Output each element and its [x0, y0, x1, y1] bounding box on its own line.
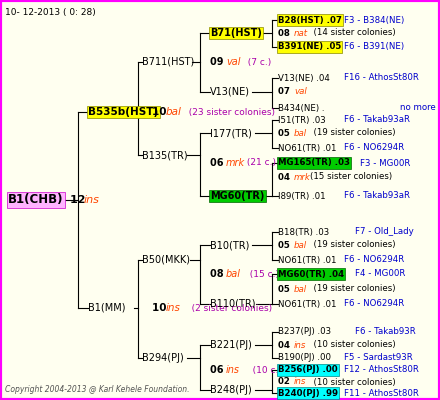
- Text: V13(NE) .04: V13(NE) .04: [278, 74, 330, 82]
- Text: (7 c.): (7 c.): [242, 58, 271, 66]
- Text: ins: ins: [84, 195, 100, 205]
- Text: F6 - B391(NE): F6 - B391(NE): [344, 42, 404, 52]
- Text: B190(PJ) .00: B190(PJ) .00: [278, 354, 331, 362]
- Text: F6 - Takab93aR: F6 - Takab93aR: [344, 116, 410, 124]
- Text: val: val: [294, 88, 307, 96]
- Text: 09: 09: [210, 57, 227, 67]
- Text: NO61(TR) .01: NO61(TR) .01: [278, 144, 337, 152]
- Text: B135(TR): B135(TR): [142, 150, 187, 160]
- Text: F7 - Old_Lady: F7 - Old_Lady: [355, 228, 414, 236]
- Text: F6 - NO6294R: F6 - NO6294R: [344, 144, 404, 152]
- Text: (10 sister colonies): (10 sister colonies): [308, 378, 396, 386]
- Text: B18(TR) .03: B18(TR) .03: [278, 228, 329, 236]
- Text: 06: 06: [210, 158, 227, 168]
- Text: F6 - NO6294R: F6 - NO6294R: [344, 256, 404, 264]
- Text: I89(TR) .01: I89(TR) .01: [278, 192, 326, 200]
- Text: 08: 08: [278, 28, 293, 38]
- Text: bal: bal: [166, 107, 182, 117]
- Text: 10: 10: [152, 303, 170, 313]
- Text: V13(NE): V13(NE): [210, 87, 250, 97]
- Text: Copyright 2004-2013 @ Karl Kehele Foundation.: Copyright 2004-2013 @ Karl Kehele Founda…: [5, 385, 190, 394]
- Text: F6 - Takab93aR: F6 - Takab93aR: [344, 192, 410, 200]
- Text: F6 - NO6294R: F6 - NO6294R: [344, 300, 404, 308]
- Text: B535b(HST): B535b(HST): [88, 107, 158, 117]
- Text: B221(PJ): B221(PJ): [210, 340, 252, 350]
- Text: bal: bal: [294, 284, 307, 294]
- Text: 12: 12: [70, 195, 89, 205]
- Text: 07: 07: [278, 88, 293, 96]
- Text: (10 sister colonies): (10 sister colonies): [308, 340, 396, 350]
- Text: no more: no more: [400, 104, 436, 112]
- Text: (15 sister colonies): (15 sister colonies): [310, 172, 392, 182]
- Text: ins: ins: [294, 378, 306, 386]
- Text: 05: 05: [278, 128, 293, 138]
- Text: B1(MM): B1(MM): [88, 303, 125, 313]
- Text: F6 - Takab93R: F6 - Takab93R: [355, 328, 416, 336]
- Text: F11 - AthosSt80R: F11 - AthosSt80R: [344, 388, 419, 398]
- Text: (23 sister colonies): (23 sister colonies): [183, 108, 275, 116]
- Text: bal: bal: [294, 240, 307, 250]
- Text: val: val: [226, 57, 241, 67]
- Text: 05: 05: [278, 240, 293, 250]
- Text: 10- 12-2013 ( 0: 28): 10- 12-2013 ( 0: 28): [5, 8, 96, 17]
- Text: F3 - B384(NE): F3 - B384(NE): [344, 16, 404, 24]
- Text: B110(TR): B110(TR): [210, 299, 256, 309]
- Text: B28(HST) .07: B28(HST) .07: [278, 16, 342, 24]
- Text: F16 - AthosSt80R: F16 - AthosSt80R: [344, 74, 419, 82]
- Text: NO61(TR) .01: NO61(TR) .01: [278, 300, 337, 308]
- Text: 08: 08: [210, 269, 227, 279]
- Text: B240(PJ) .99: B240(PJ) .99: [278, 388, 338, 398]
- Text: nat: nat: [294, 28, 308, 38]
- Text: B256(PJ) .00: B256(PJ) .00: [278, 366, 337, 374]
- Text: 06: 06: [210, 365, 227, 375]
- Text: B71(HST): B71(HST): [210, 28, 262, 38]
- Text: I51(TR) .03: I51(TR) .03: [278, 116, 326, 124]
- Text: ins: ins: [226, 365, 240, 375]
- Text: 02: 02: [278, 378, 293, 386]
- Text: B391(NE) .05: B391(NE) .05: [278, 42, 341, 52]
- Text: bal: bal: [294, 128, 307, 138]
- Text: I177(TR): I177(TR): [210, 128, 252, 138]
- Text: (19 sister colonies): (19 sister colonies): [308, 128, 396, 138]
- Text: F4 - MG00R: F4 - MG00R: [355, 270, 405, 278]
- Text: B294(PJ): B294(PJ): [142, 353, 184, 363]
- Text: (14 sister colonies): (14 sister colonies): [308, 28, 396, 38]
- Text: F12 - AthosSt80R: F12 - AthosSt80R: [344, 366, 419, 374]
- Text: B50(MKK): B50(MKK): [142, 255, 190, 265]
- Text: ins: ins: [166, 303, 181, 313]
- Text: B1(CHB): B1(CHB): [8, 194, 63, 206]
- Text: F3 - MG00R: F3 - MG00R: [360, 158, 411, 168]
- Text: F5 - Sardast93R: F5 - Sardast93R: [344, 354, 413, 362]
- Text: 04: 04: [278, 340, 293, 350]
- Text: MG60(TR): MG60(TR): [210, 191, 264, 201]
- Text: 04: 04: [278, 172, 293, 182]
- Text: (10 c.): (10 c.): [244, 366, 282, 374]
- Text: (21 c.): (21 c.): [244, 158, 276, 168]
- Text: (19 sister colonies): (19 sister colonies): [308, 284, 396, 294]
- Text: MG60(TR) .04: MG60(TR) .04: [278, 270, 344, 278]
- Text: B434(NE) .: B434(NE) .: [278, 104, 324, 112]
- Text: (15 c.): (15 c.): [244, 270, 279, 278]
- Text: NO61(TR) .01: NO61(TR) .01: [278, 256, 337, 264]
- Text: B248(PJ): B248(PJ): [210, 385, 252, 395]
- Text: MG165(TR) .03: MG165(TR) .03: [278, 158, 350, 168]
- Text: ins: ins: [294, 340, 306, 350]
- Text: B10(TR): B10(TR): [210, 240, 249, 250]
- Text: B237(PJ) .03: B237(PJ) .03: [278, 328, 331, 336]
- Text: (2 sister colonies): (2 sister colonies): [183, 304, 272, 312]
- Text: bal: bal: [226, 269, 241, 279]
- Text: 10: 10: [152, 107, 170, 117]
- Text: B711(HST): B711(HST): [142, 57, 194, 67]
- Text: 05: 05: [278, 284, 293, 294]
- Text: mrk: mrk: [294, 172, 311, 182]
- Text: (19 sister colonies): (19 sister colonies): [308, 240, 396, 250]
- Text: mrk: mrk: [226, 158, 245, 168]
